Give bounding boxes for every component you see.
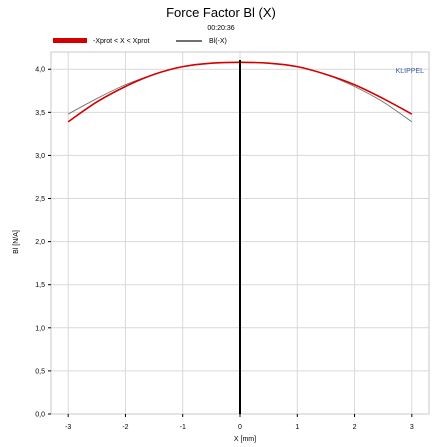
y-tick-label: 0,0 [35,412,45,419]
chart-title: Force Factor Bl (X) [166,5,276,20]
legend-swatch-series-1 [53,38,87,43]
y-tick-label: 3,0 [35,153,45,160]
x-tick-label: 0 [238,424,242,431]
x-tick-label: -1 [180,424,186,431]
y-tick-label: 2,5 [35,196,45,203]
legend: -Xprot < X < Xprot Bl(-X) [53,38,227,45]
chart-subtitle: 00:20:36 [207,25,234,32]
x-tick-label: -3 [65,424,71,431]
brand-label: KLIPPEL [396,68,425,75]
x-axis-label: X [mm] [234,436,256,443]
y-tick-label: 2,0 [35,239,45,246]
y-axis-label: Bl [N/A] [13,230,20,254]
y-tick-label: 0,5 [35,368,45,375]
x-axis: -3 -2 -1 0 1 2 3 [65,414,414,431]
y-tick-label: 3,5 [35,110,45,117]
x-tick-label: 1 [295,424,299,431]
x-tick-label: 2 [353,424,357,431]
legend-label-series-2: Bl(-X) [209,38,227,45]
y-tick-label: 4,0 [35,67,45,74]
y-tick-label: 1,5 [35,282,45,289]
x-tick-label: 3 [410,424,414,431]
y-tick-label: 1,0 [35,325,45,332]
legend-label-series-1: -Xprot < X < Xprot [93,38,149,45]
y-axis: 0,0 0,5 1,0 1,5 2,0 2,5 3,0 3,5 4,0 [35,67,51,419]
x-tick-label: -2 [122,424,128,431]
